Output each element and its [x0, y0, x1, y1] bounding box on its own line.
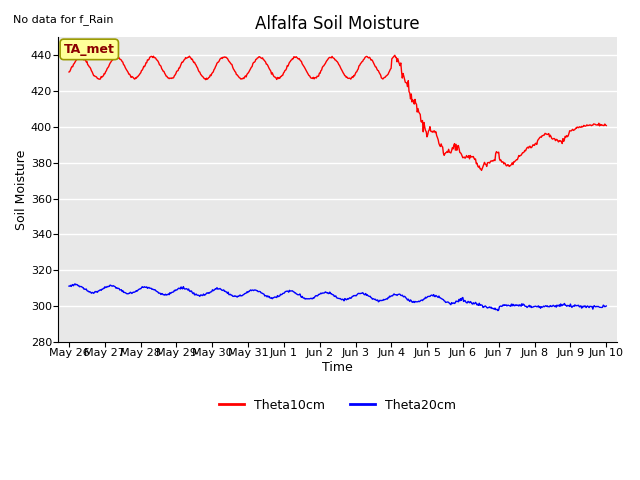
Title: Alfalfa Soil Moisture: Alfalfa Soil Moisture	[255, 15, 420, 33]
Legend: Theta10cm, Theta20cm: Theta10cm, Theta20cm	[214, 394, 461, 417]
X-axis label: Time: Time	[323, 361, 353, 374]
Text: No data for f_Rain: No data for f_Rain	[13, 14, 113, 25]
Y-axis label: Soil Moisture: Soil Moisture	[15, 149, 28, 230]
Text: TA_met: TA_met	[64, 43, 115, 56]
